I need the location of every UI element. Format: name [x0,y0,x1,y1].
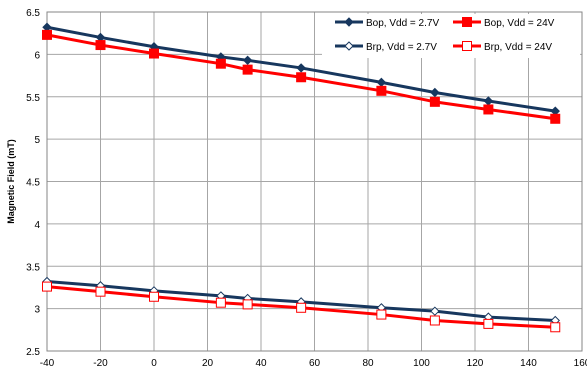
data-point [296,302,307,313]
x-tick-label: 100 [413,358,430,369]
legend-item: Bop, Vdd = 2.7V [335,17,439,29]
y-tick-label: 2.5 [26,347,40,358]
series-line [46,33,556,121]
data-point [550,322,561,333]
x-tick-label: 20 [202,358,214,369]
data-point [550,113,561,124]
data-point [95,40,106,51]
data-point [296,72,307,83]
data-point [429,315,440,326]
axis-tick-labels: -40 -20 0 20 40 60 80 100 120 140 160 2.5 3 3.5 4 4.5 5 5… [26,8,587,369]
x-tick-label: -40 [40,358,55,369]
series-line [46,280,556,322]
legend-marker [462,17,472,27]
data-point [149,48,159,59]
x-tick-label: 40 [255,358,267,369]
data-point [483,318,494,329]
legend-label: Bop, Vdd = 24V [484,18,555,29]
x-tick-label: 120 [467,358,484,369]
y-tick-label: 5.5 [26,93,40,104]
y-tick-label: 3 [34,305,40,316]
x-tick-label: 60 [309,358,321,369]
series-line [46,25,556,113]
series-4 [42,281,561,333]
data-point [430,87,440,98]
data-point [376,85,387,96]
legend-marker [462,41,472,51]
y-tick-label: 4 [34,220,40,231]
data-point [430,306,440,316]
y-axis-title: Magnetic Field (mT) [6,139,16,224]
data-point [242,55,253,66]
series-2 [42,29,561,124]
legend-item: Bop, Vdd = 24V [453,17,555,29]
data-point [429,96,440,107]
y-tick-label: 6.5 [26,8,40,19]
legend-label: Brp, Vdd = 2.7V [366,42,437,53]
x-tick-label: -20 [93,358,108,369]
legend-item: Brp, Vdd = 24V [453,41,552,53]
data-point [242,64,253,75]
x-tick-label: 140 [520,358,537,369]
y-tick-label: 3.5 [26,262,40,273]
legend-item: Brp, Vdd = 2.7V [335,41,437,53]
legend-label: Bop, Vdd = 2.7V [366,18,439,29]
data-point [483,104,494,115]
y-tick-label: 4.5 [26,178,40,189]
data-point [42,29,52,40]
data-point [242,299,253,310]
data-point [215,297,226,308]
y-tick-label: 6 [34,50,40,61]
legend-marker [344,17,354,27]
series-line [46,285,556,329]
legend-box [322,14,580,58]
legend-marker [344,41,354,51]
x-tick-label: 80 [362,358,374,369]
plot-area-border [46,11,583,352]
x-tick-label: 0 [151,358,157,369]
data-point [95,286,106,297]
legend-label: Brp, Vdd = 24V [484,42,552,53]
data-point [42,281,52,292]
data-point [376,309,387,320]
x-tick-label: 160 [574,358,587,369]
data-series [42,22,561,333]
data-point [215,58,226,69]
y-tick-label: 5 [34,135,40,146]
data-point [296,63,306,73]
data-point [149,291,159,302]
legend: Bop, Vdd = 2.7V Bop, Vdd = 24V Brp, Vdd = … [322,14,580,58]
